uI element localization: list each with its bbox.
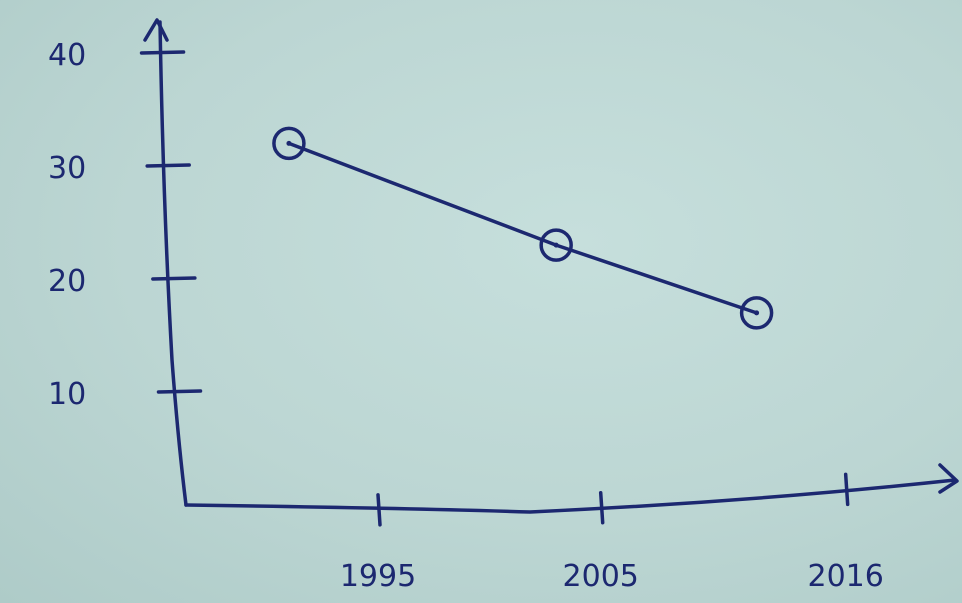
y-tick-label-40: 40 <box>48 38 86 73</box>
y-tick-label-30: 30 <box>48 151 86 186</box>
x-tick-label-2016: 2016 <box>807 559 883 594</box>
data-point-dot-2003 <box>553 242 559 248</box>
x-tick-1995 <box>376 493 382 527</box>
data-point-dot-1991 <box>286 140 292 146</box>
data-point-2003 <box>539 228 573 262</box>
x-axis-arrowhead <box>938 463 959 494</box>
tick-labels: 10 20 30 40 1995 2005 2016 <box>48 38 884 594</box>
y-tick-label-20: 20 <box>48 264 86 299</box>
x-tick-label-1995: 1995 <box>340 559 416 594</box>
series-line <box>287 141 759 315</box>
data-point-dot-2012 <box>754 310 760 316</box>
x-tick-2016 <box>843 472 850 507</box>
y-tick-10 <box>156 389 203 394</box>
tick-marks <box>139 50 850 527</box>
data-series <box>272 126 774 330</box>
data-point-1991 <box>272 126 306 161</box>
y-tick-30 <box>145 163 191 168</box>
data-point-2012 <box>739 296 774 330</box>
y-tick-20 <box>151 276 197 281</box>
y-axis <box>158 20 188 507</box>
x-tick-2005 <box>598 490 605 525</box>
y-axis-arrowhead <box>143 18 169 42</box>
x-axis <box>184 478 957 514</box>
x-tick-label-2005: 2005 <box>563 559 639 594</box>
y-tick-40 <box>139 50 186 55</box>
y-tick-label-10: 10 <box>48 377 86 412</box>
